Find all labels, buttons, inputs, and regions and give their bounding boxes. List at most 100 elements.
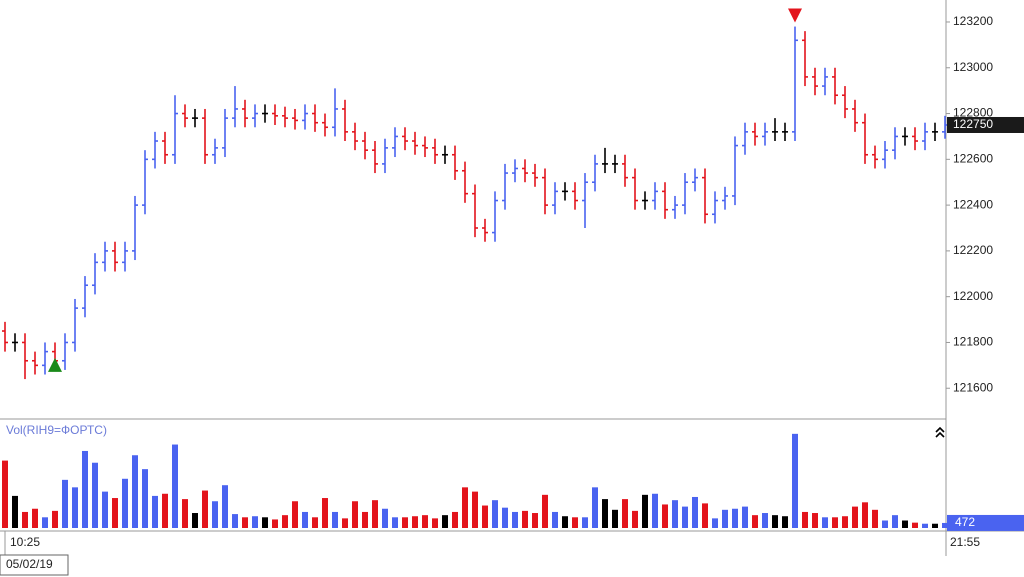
volume-bar [572,517,578,528]
volume-bar [942,522,948,528]
volume-bar [782,516,788,528]
volume-bar [732,508,738,528]
date-label: 05/02/19 [6,557,53,571]
volume-bar [582,517,588,528]
volume-bar [62,479,68,528]
volume-bar [862,502,868,528]
volume-bar [232,514,238,528]
volume-bar [882,520,888,528]
time-end: 21:55 [950,535,980,549]
volume-bar [102,491,108,528]
volume-bar [392,517,398,528]
volume-bar [602,499,608,528]
volume-bar [152,495,158,528]
y-tick-label: 123000 [953,60,993,74]
volume-bar [112,498,118,528]
volume-bar [492,500,498,528]
volume-bar [702,503,708,528]
y-tick-label: 122600 [953,151,993,165]
volume-bar [2,460,8,528]
volume-bar [312,517,318,528]
volume-bar [422,515,428,528]
volume-bar [122,478,128,528]
volume-bar [302,511,308,528]
sell-signal [788,8,802,23]
last-price-box [947,116,1024,133]
y-tick-label: 123200 [953,14,993,28]
volume-bar [512,511,518,528]
volume-bar [922,523,928,528]
volume-bar [852,506,858,528]
volume-bar [762,513,768,528]
volume-bar [92,462,98,528]
volume-bar [812,513,818,528]
volume-bar [832,517,838,528]
volume-bar [52,510,58,528]
y-tick-label: 121800 [953,335,993,349]
volume-bar [372,500,378,528]
volume-bar [522,510,528,528]
volume-bar [352,501,358,528]
volume-bar [892,515,898,528]
volume-bar [382,508,388,528]
buy-signal [48,357,62,372]
volume-bar [472,491,478,528]
volume-bar [902,520,908,528]
volume-bar [412,516,418,528]
volume-bar [332,511,338,528]
volume-bar [12,495,18,528]
volume-bar [272,519,278,528]
volume-bar [592,487,598,528]
volume-bar [22,511,28,528]
volume-bar [292,501,298,528]
collapse-icon[interactable] [935,426,945,438]
volume-bar [652,493,658,528]
volume-bar [452,511,458,528]
y-tick-label: 122000 [953,289,993,303]
volume-bar [632,510,638,528]
volume-bar [722,509,728,528]
volume-bar [662,504,668,528]
volume-bar [212,501,218,528]
volume-bar [672,500,678,528]
volume-bar [142,469,148,528]
volume-bar [282,515,288,528]
volume-bar [252,516,258,528]
volume-bar [612,509,618,528]
volume-bar [222,485,228,528]
volume-bar [562,516,568,528]
last-volume: 472 [955,515,975,529]
volume-bar [82,450,88,528]
volume-bar [822,517,828,528]
y-tick-label: 122200 [953,243,993,257]
volume-title: Vol(RIH9=ФОРТС) [6,423,107,437]
volume-bar [322,498,328,528]
volume-bar [932,523,938,528]
volume-bar [872,509,878,528]
volume-bar [622,499,628,528]
volume-bar [202,490,208,528]
volume-bar [192,513,198,528]
volume-bar [552,511,558,528]
volume-bar [792,433,798,528]
volume-bar [692,496,698,528]
volume-bar [262,517,268,528]
volume-bar [132,455,138,528]
volume-bar [912,522,918,528]
volume-bar [712,518,718,528]
volume-bar [482,505,488,528]
volume-bar [802,511,808,528]
volume-bar [72,487,78,528]
volume-bar [642,494,648,528]
y-tick-label: 121600 [953,380,993,394]
volume-bar [532,513,538,528]
volume-bar [242,517,248,528]
volume-bar [842,516,848,528]
volume-bar [502,507,508,528]
volume-bar [172,444,178,528]
volume-bar [42,517,48,528]
volume-bar [182,499,188,528]
volume-bar [162,493,168,528]
volume-bar [342,518,348,528]
